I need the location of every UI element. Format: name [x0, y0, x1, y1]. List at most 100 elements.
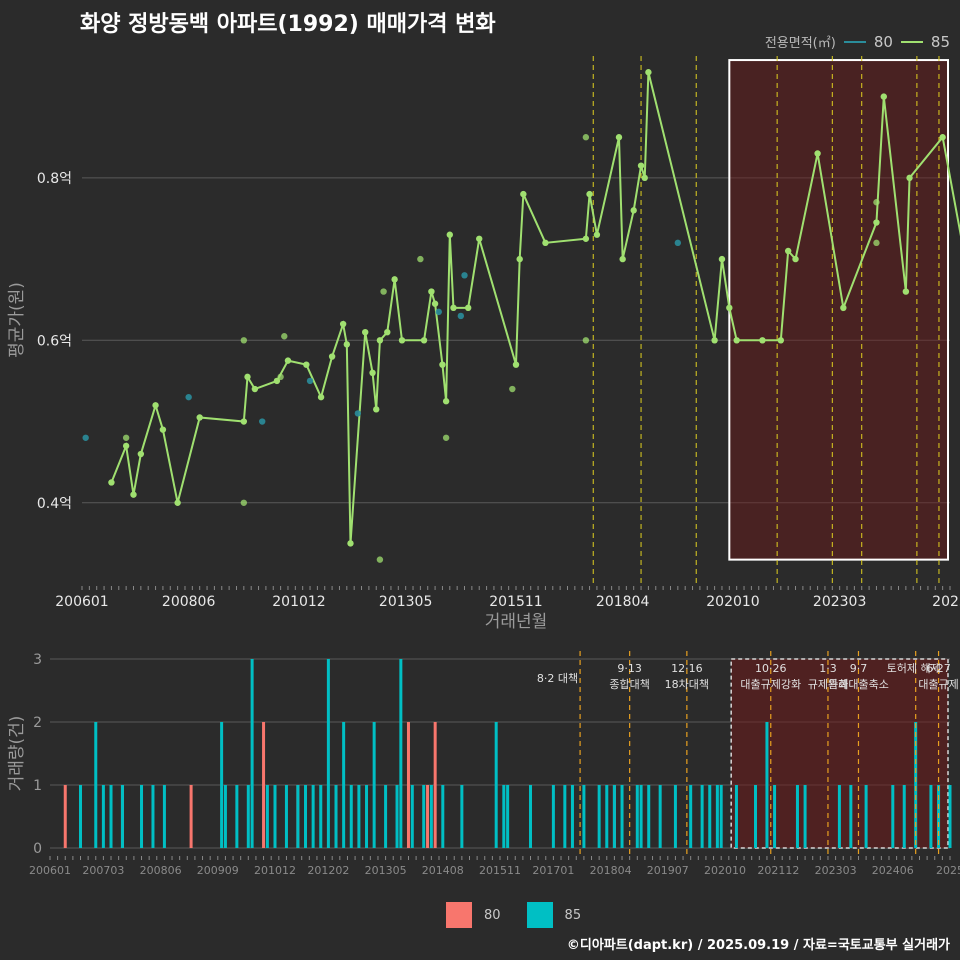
legend-bottom-label-80: 80: [484, 907, 501, 923]
series-85-point: [373, 406, 380, 413]
bar-85: [529, 785, 533, 848]
bar-85: [342, 722, 346, 848]
series-85-point: [880, 93, 887, 100]
bar-85: [715, 785, 719, 848]
x-tick-label: 200601: [55, 594, 108, 610]
series-85-point: [273, 377, 281, 385]
series-85-point: [108, 479, 115, 486]
legend-box-85: [526, 902, 553, 928]
bar-85: [422, 785, 426, 848]
y-tick-label: 3: [33, 652, 42, 668]
series-85-point: [873, 219, 880, 226]
series-85-point: [428, 288, 435, 295]
top-legend-title: 전용면적(㎡): [764, 36, 836, 51]
bar-85: [563, 785, 567, 848]
bar-85: [914, 722, 918, 848]
series-85-point: [582, 235, 590, 242]
x-tick-label: 201907: [647, 864, 689, 877]
x-tick-label: 200806: [140, 864, 182, 877]
x-tick-label: 202303: [813, 594, 866, 610]
event-annotation: 8·2 대책: [537, 672, 578, 685]
series-85-point: [380, 288, 387, 295]
series-85-point: [284, 357, 292, 364]
bar-85: [502, 785, 506, 848]
price-line-chart: 0.4억 0.6억 0.8억 200601 200806 201012 201305 2015…: [7, 56, 960, 632]
series-85-point: [450, 304, 457, 312]
bar-85: [273, 785, 277, 848]
bar-85: [551, 785, 555, 848]
bar-85: [460, 785, 464, 848]
bar-85: [319, 785, 323, 848]
series-85-point: [792, 255, 799, 263]
volume-bar-chart: 0 1 2 3 8·2 대책 9·13 종합대책 12·16 18차대책 10·26 대출규제강화 1…: [7, 651, 960, 877]
bar-85: [140, 785, 144, 848]
series-85-point: [347, 540, 354, 547]
series-85-point: [873, 199, 880, 206]
bar-85: [384, 785, 388, 848]
series-85-point: [582, 337, 590, 344]
bar-85: [765, 722, 769, 848]
series-85-point: [174, 499, 181, 506]
bar-85: [223, 785, 227, 848]
series-85-point: [244, 373, 251, 381]
series-80-point: [435, 308, 442, 316]
series-85-point: [726, 304, 733, 312]
bar-85: [399, 659, 403, 848]
bar-85: [891, 785, 895, 848]
series-85-point: [476, 235, 483, 242]
series-85-point: [873, 239, 880, 247]
series-85-point: [902, 288, 910, 295]
series-80-point: [259, 418, 266, 425]
bar-85: [734, 785, 738, 848]
bar-85: [570, 785, 574, 848]
bar-85: [410, 785, 414, 848]
bar-85: [902, 785, 906, 848]
bar-85: [582, 785, 586, 848]
series-85-point: [240, 499, 248, 506]
series-80-point: [674, 239, 682, 247]
bar-80: [426, 785, 430, 848]
series-80-point: [354, 410, 362, 417]
bar-80: [406, 722, 410, 848]
series-85-point: [619, 255, 626, 263]
bar-85: [647, 785, 651, 848]
bar-85: [365, 785, 369, 848]
series-85-point: [840, 304, 847, 312]
bar-85: [864, 785, 868, 848]
y-tick-label: 2: [33, 715, 42, 731]
bar-85: [246, 785, 250, 848]
series-85-point: [376, 556, 384, 563]
bar-85: [109, 785, 113, 848]
bar-80: [63, 785, 67, 848]
series-85-point: [446, 231, 453, 238]
bottom-legend: 80 85: [446, 902, 581, 928]
series-85-point: [362, 328, 369, 336]
series-85-point: [509, 385, 516, 393]
event-annotation: 12·16: [671, 662, 703, 675]
event-annotation: 10·26: [755, 662, 787, 675]
bar-85: [357, 785, 361, 848]
series-85-point: [593, 231, 601, 238]
series-85-point: [784, 247, 792, 255]
series-85-point: [542, 239, 549, 247]
y-axis-title: 평균가(원): [7, 282, 27, 358]
series-85-point: [240, 337, 248, 344]
event-annotation: 18차대책: [665, 678, 709, 691]
event-annotation: 특례대출축소: [828, 678, 889, 691]
series-80-point: [82, 434, 89, 441]
bar-85: [708, 785, 712, 848]
series-85-point: [398, 337, 406, 344]
bar-85: [372, 722, 376, 848]
x-tick-label: 202112: [757, 864, 799, 877]
bar-85: [250, 659, 254, 848]
x-tick-label: 202010: [704, 864, 746, 877]
series-85-point: [939, 134, 946, 141]
x-tick-label: 2025: [936, 864, 960, 877]
x-tick-label: 2025: [932, 594, 960, 610]
bar-85: [639, 785, 643, 848]
x-tick-label: 201202: [307, 864, 349, 877]
y-tick-label: 0.8억: [37, 171, 72, 187]
series-85-point: [159, 426, 167, 433]
series-85-point: [130, 491, 137, 498]
bar-80: [433, 722, 437, 848]
